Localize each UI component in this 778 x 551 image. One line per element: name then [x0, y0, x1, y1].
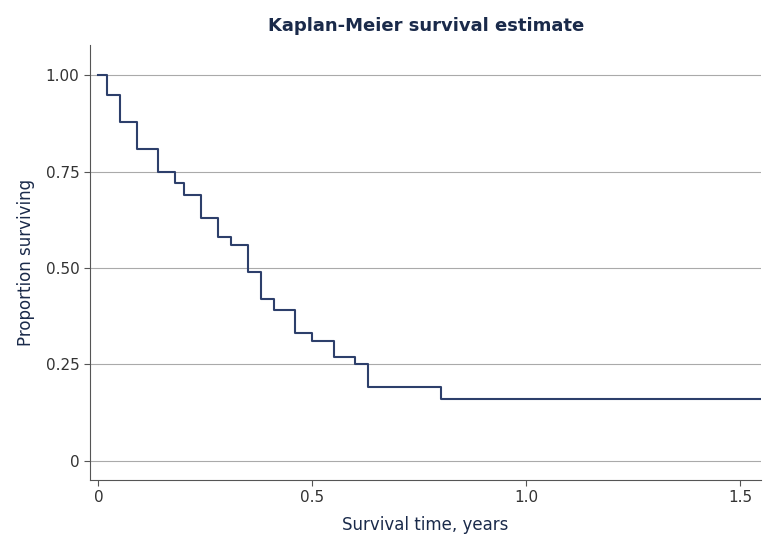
Title: Kaplan-Meier survival estimate: Kaplan-Meier survival estimate — [268, 17, 584, 35]
X-axis label: Survival time, years: Survival time, years — [342, 516, 509, 534]
Y-axis label: Proportion surviving: Proportion surviving — [16, 179, 35, 345]
